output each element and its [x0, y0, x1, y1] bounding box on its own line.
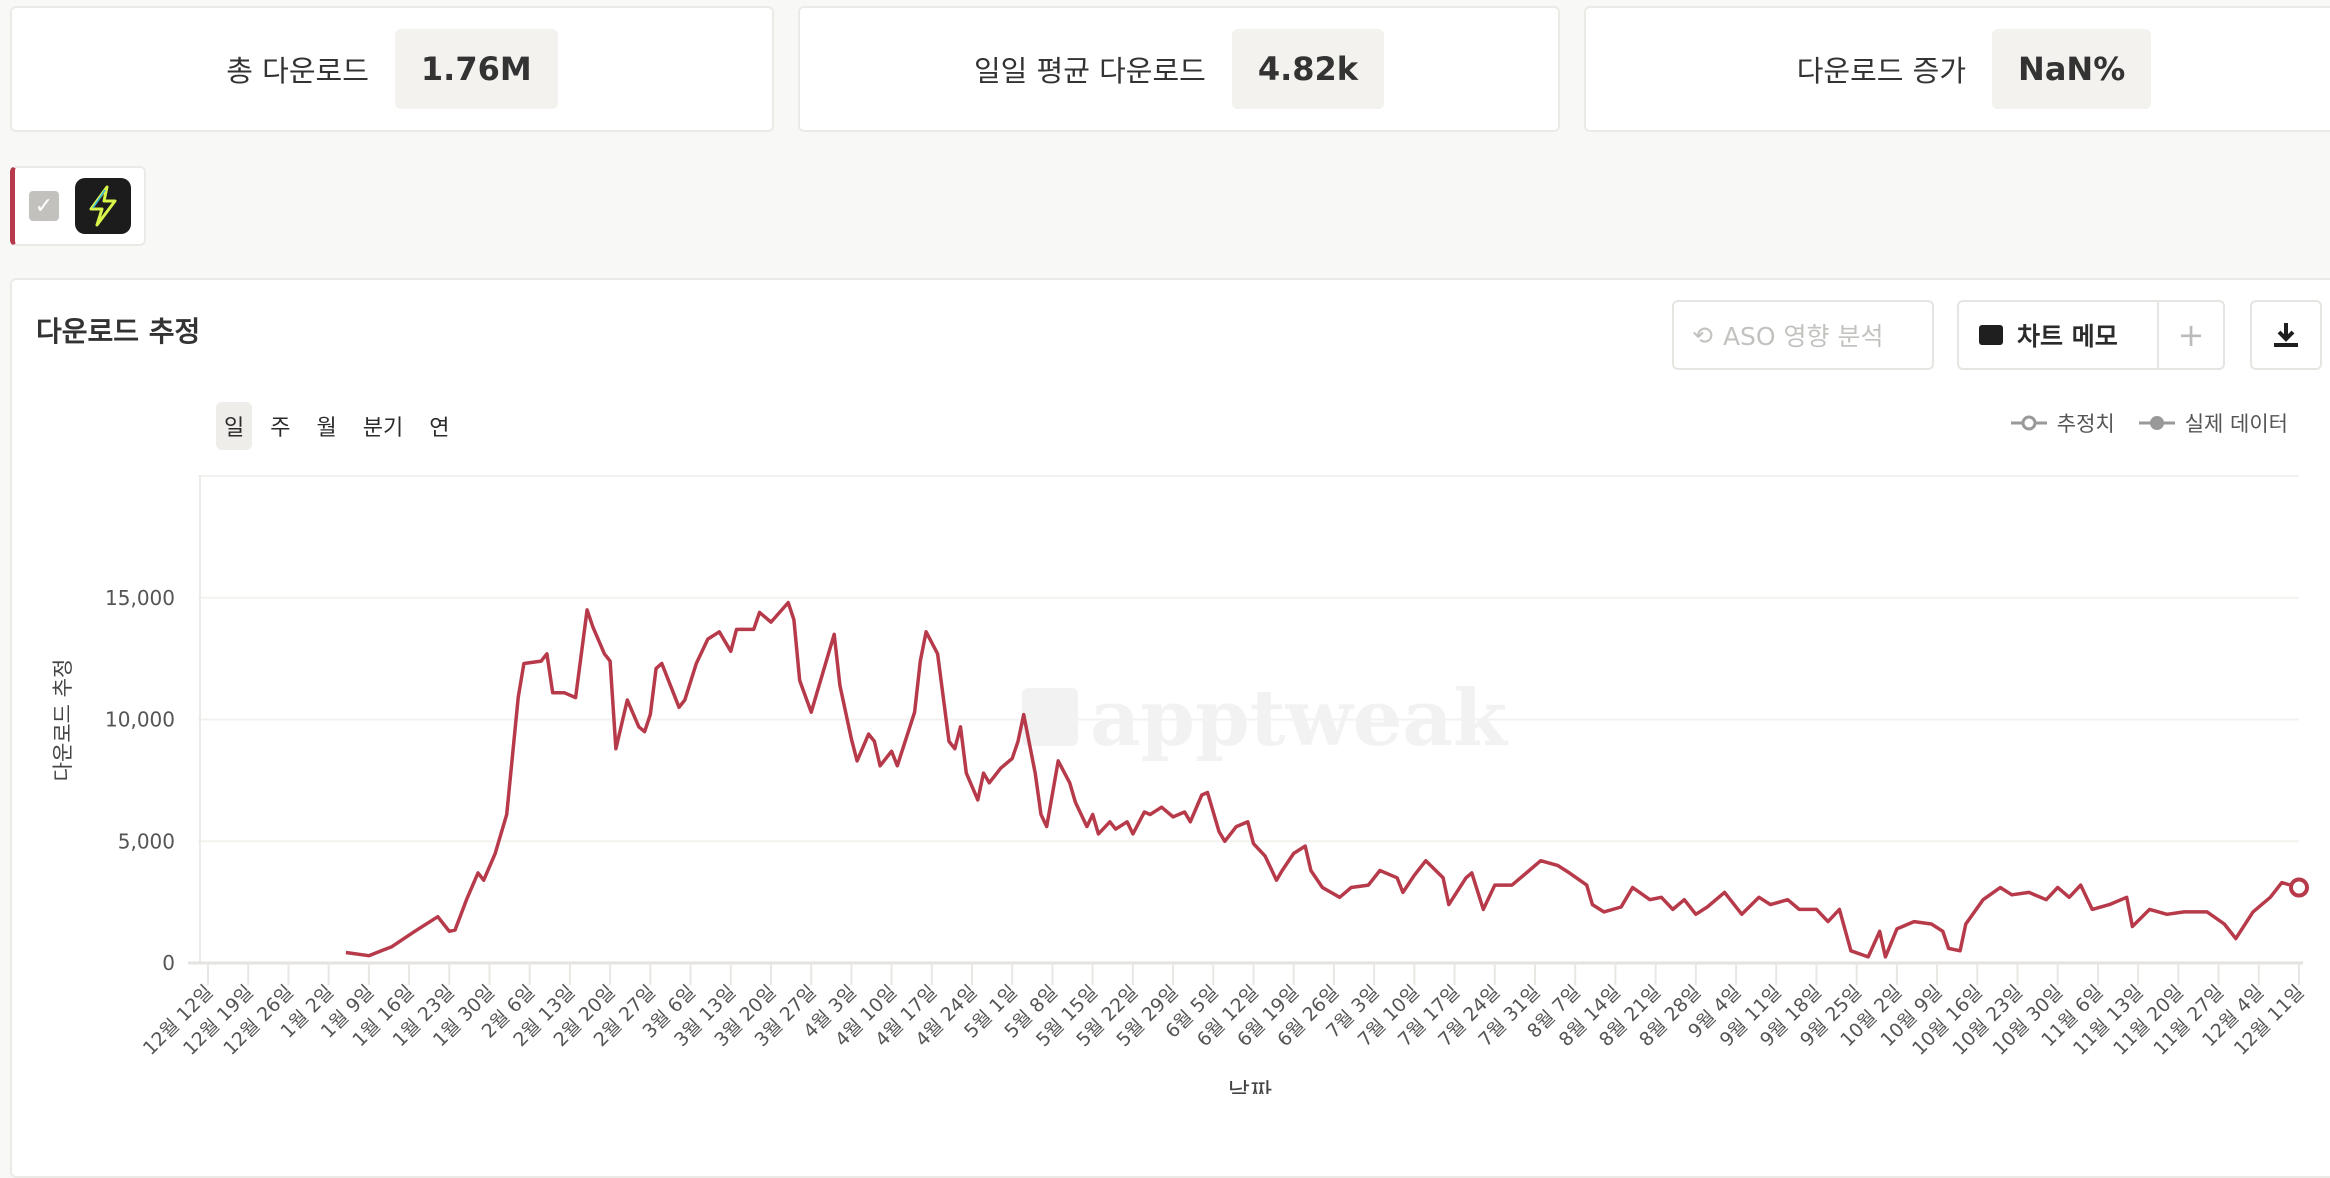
chart-memo-button[interactable]: 차트 메모	[1959, 302, 2159, 368]
y-axis-title: 다운로드 추정	[51, 659, 75, 782]
app-checkbox[interactable]: ✓	[29, 191, 59, 221]
legend-actual[interactable]: 실제 데이터	[2137, 408, 2288, 438]
x-axis-title: 날짜	[1228, 1078, 1272, 1094]
y-tick-label: 5,000	[118, 829, 175, 853]
y-tick-label: 0	[162, 951, 175, 975]
download-button[interactable]	[2250, 300, 2322, 370]
speech-bubble-icon	[1979, 325, 2003, 345]
stat-value: 4.82k	[1231, 29, 1385, 109]
legend-estimate[interactable]: 추정치	[2009, 408, 2115, 438]
stat-label: 일일 평균 다운로드	[973, 54, 1206, 88]
period-tabs: 일 주 월 분기 연	[216, 402, 457, 450]
lightning-bolt-app-icon	[75, 178, 131, 234]
stat-card-total-downloads: 총 다운로드 1.76M	[10, 6, 774, 132]
chart-memo-group: 차트 메모 +	[1957, 300, 2225, 370]
app-selector[interactable]: ✓	[10, 166, 146, 246]
stat-label: 다운로드 증가	[1796, 54, 1967, 88]
filled-marker-icon	[2138, 416, 2175, 430]
aso-analysis-icon: ⟲	[1692, 320, 1713, 350]
series-line	[345, 600, 2300, 959]
stat-label: 총 다운로드	[226, 54, 369, 88]
tab-year[interactable]: 연	[429, 416, 450, 441]
tab-day[interactable]: 일	[216, 402, 253, 450]
download-icon	[2274, 323, 2298, 347]
stat-value: NaN%	[1992, 29, 2152, 109]
hollow-marker-icon	[2010, 415, 2047, 431]
tab-week[interactable]: 주	[270, 416, 291, 441]
stat-card-daily-average: 일일 평균 다운로드 4.82k	[798, 6, 1560, 132]
last-estimate-marker	[2289, 877, 2309, 898]
y-tick-label: 10,000	[105, 708, 175, 732]
stat-value: 1.76M	[394, 29, 558, 109]
add-memo-button[interactable]: +	[2177, 316, 2205, 354]
chart-title: 다운로드 추정	[36, 315, 201, 348]
tab-quarter[interactable]: 분기	[362, 416, 404, 441]
watermark-logo-icon	[1022, 688, 1078, 746]
chart-legend: 추정치 실제 데이터	[2009, 408, 2288, 438]
tab-month[interactable]: 월	[316, 416, 337, 441]
aso-impact-button[interactable]: ⟲ ASO 영향 분석	[1672, 300, 1934, 370]
downloads-chart-card: 다운로드 추정 ⟲ ASO 영향 분석 차트 메모 + 일 주 월 분기 연 추…	[10, 278, 2330, 1178]
stat-card-download-growth: 다운로드 증가 NaN%	[1584, 6, 2330, 132]
y-tick-label: 15,000	[105, 586, 175, 610]
